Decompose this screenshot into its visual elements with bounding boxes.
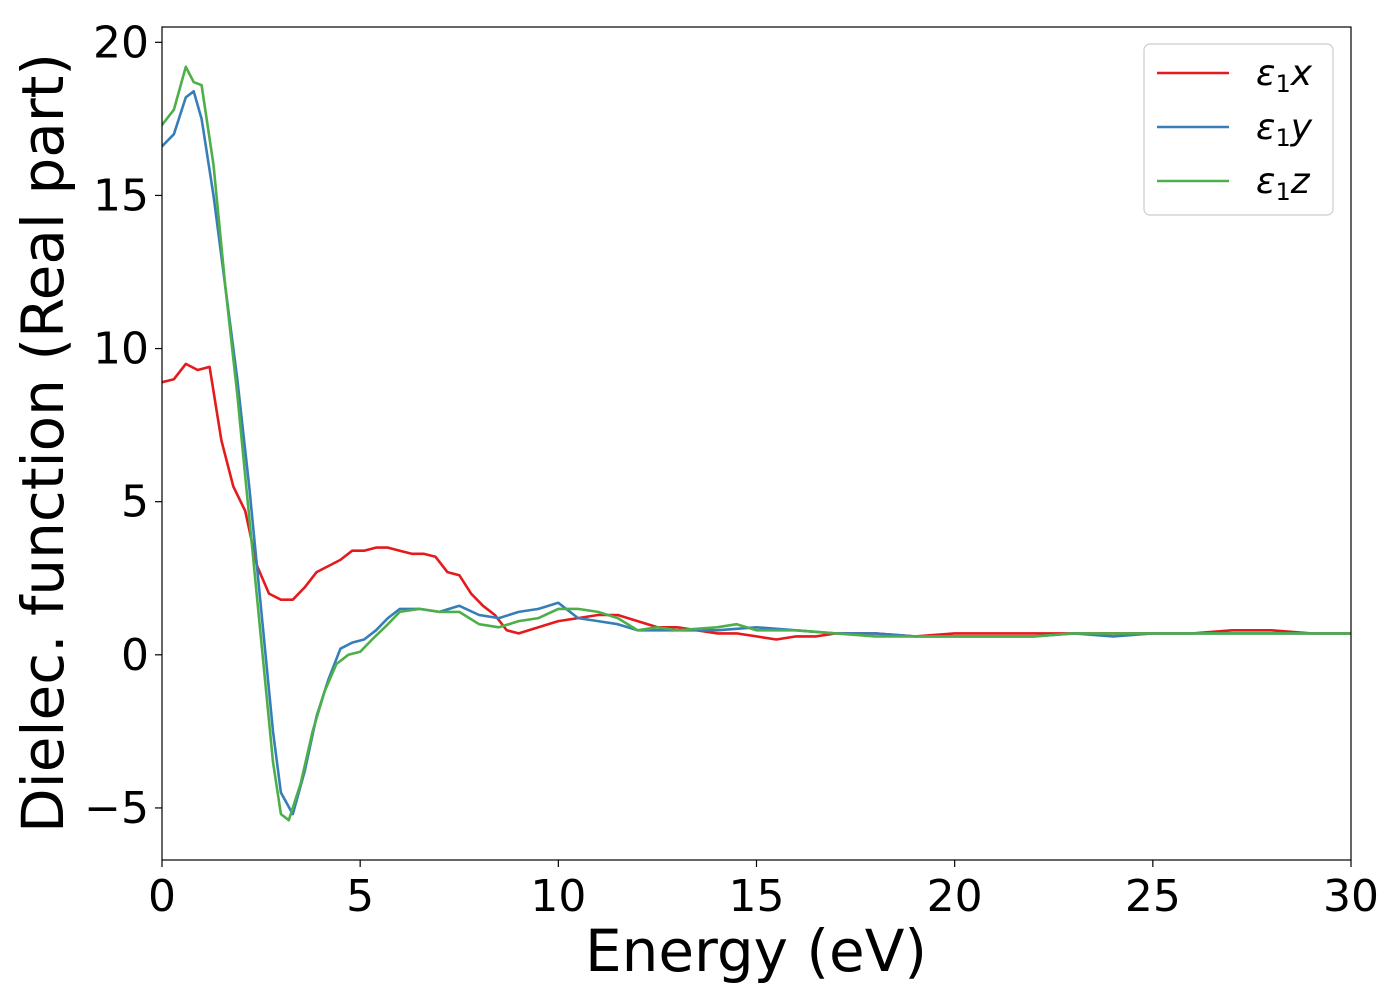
y-axis-title: Dielec. function (Real part) bbox=[9, 53, 77, 833]
series-line-z bbox=[162, 65, 1351, 822]
x-tick-label: 25 bbox=[1125, 871, 1181, 922]
x-tick-label: 20 bbox=[927, 871, 983, 922]
y-tick-label: 5 bbox=[121, 477, 149, 528]
y-axis: −5 0 5 10 15 20 bbox=[84, 17, 162, 834]
x-tick-label: 15 bbox=[729, 871, 785, 922]
y-tick-label: 20 bbox=[93, 17, 149, 68]
y-tick-label: 10 bbox=[93, 324, 149, 375]
x-tick-label: 30 bbox=[1323, 871, 1379, 922]
legend-label-x: ε1x bbox=[1256, 53, 1313, 98]
y-tick-label: 15 bbox=[93, 170, 149, 221]
series-line-x bbox=[162, 362, 1351, 641]
series-layer bbox=[162, 65, 1351, 822]
legend-box bbox=[1143, 43, 1334, 216]
legend-label-y: ε1y bbox=[1256, 107, 1313, 152]
y-tick-label: 0 bbox=[121, 630, 149, 681]
legend-label-z: ε1z bbox=[1256, 161, 1311, 206]
x-axis-title: Energy (eV) bbox=[585, 917, 927, 985]
legend: ε1x ε1y ε1z bbox=[1143, 43, 1334, 216]
y-tick-label: −5 bbox=[84, 783, 149, 834]
x-tick-label: 0 bbox=[148, 871, 176, 922]
x-tick-label: 5 bbox=[346, 871, 374, 922]
x-axis: 0 5 10 15 20 25 30 bbox=[148, 860, 1379, 922]
x-tick-label: 10 bbox=[530, 871, 586, 922]
